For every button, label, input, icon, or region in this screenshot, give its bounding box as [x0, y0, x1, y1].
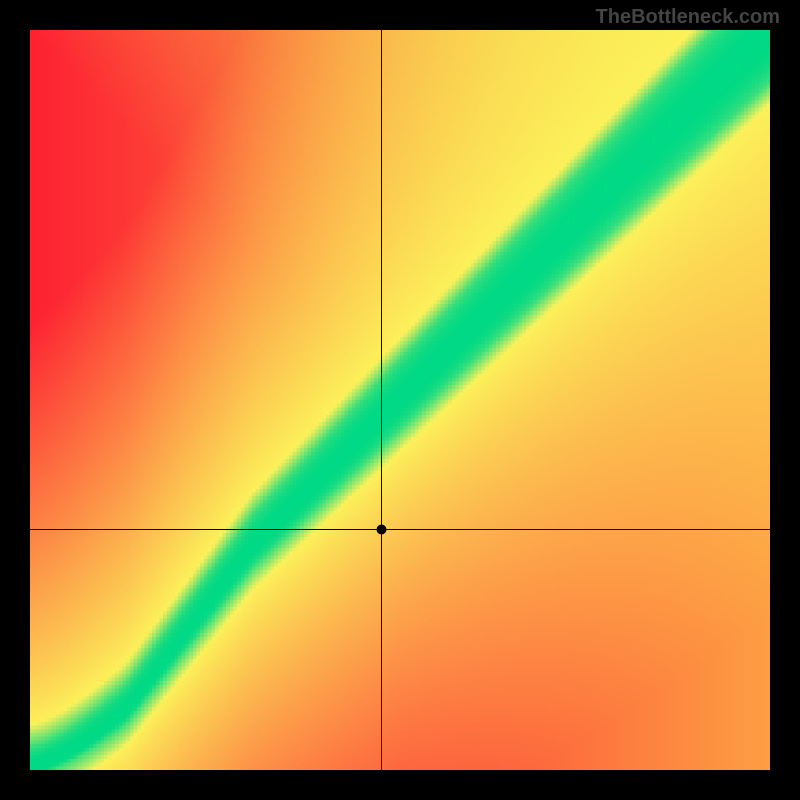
- heatmap-canvas: [30, 30, 770, 770]
- heatmap-plot: [30, 30, 770, 770]
- chart-container: TheBottleneck.com: [0, 0, 800, 800]
- watermark-text: TheBottleneck.com: [596, 6, 780, 29]
